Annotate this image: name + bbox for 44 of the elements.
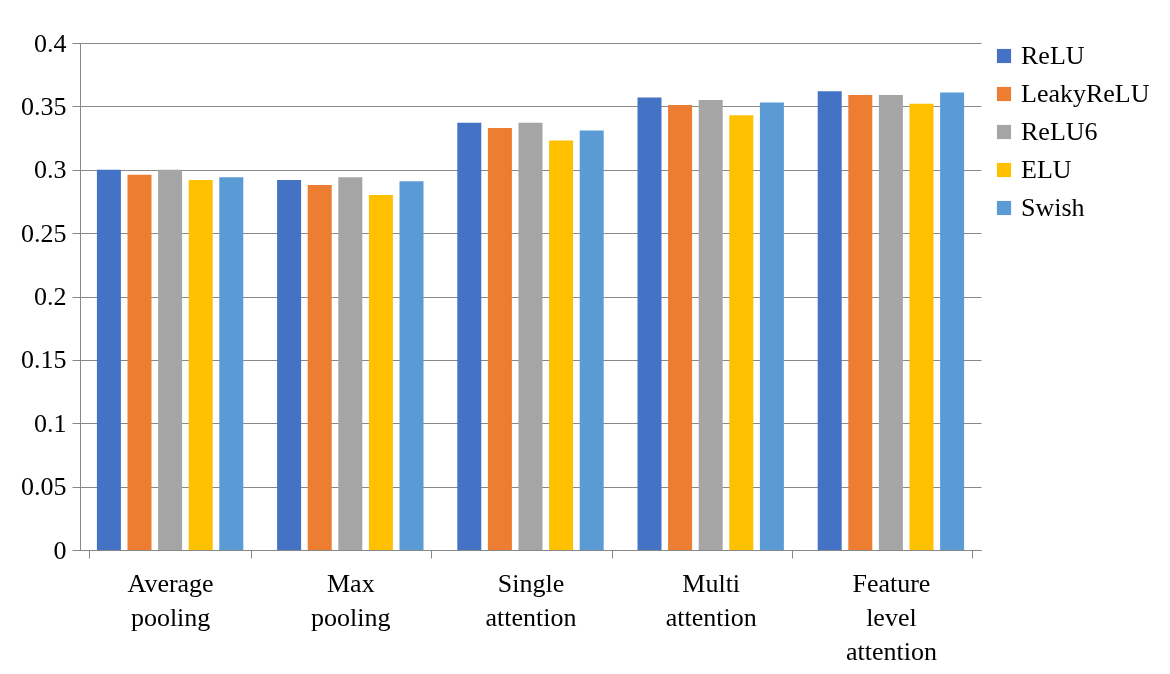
bar xyxy=(487,127,512,550)
y-tick-label: 0.1 xyxy=(34,408,67,438)
y-tick-label: 0.15 xyxy=(21,345,67,375)
bar xyxy=(759,102,784,550)
y-tick-label: 0 xyxy=(53,535,67,565)
bar xyxy=(188,179,213,550)
bar xyxy=(579,130,604,550)
x-tick-label: Multi attention xyxy=(665,568,757,632)
legend-label: ReLU6 xyxy=(1021,117,1098,146)
legend-label: ReLU xyxy=(1021,41,1085,70)
bar xyxy=(698,100,723,550)
bar xyxy=(848,94,873,550)
bar xyxy=(399,181,424,550)
bar xyxy=(338,177,363,550)
bar xyxy=(637,97,662,550)
bar xyxy=(909,103,934,550)
bar xyxy=(277,179,302,550)
bar xyxy=(127,174,152,550)
legend-label: Swish xyxy=(1021,193,1085,222)
bar xyxy=(878,94,903,550)
y-tick-label: 0.25 xyxy=(21,218,67,248)
bar xyxy=(96,169,121,550)
bar xyxy=(368,195,393,550)
y-tick-label: 0.4 xyxy=(34,28,67,58)
legend-label: ELU xyxy=(1021,155,1072,184)
y-tick-label: 0.3 xyxy=(34,155,67,185)
bar xyxy=(457,122,482,550)
x-tick-label: Max pooling xyxy=(311,568,391,632)
x-tick-label: Average pooling xyxy=(127,568,214,632)
legend-label: LeakyReLU xyxy=(1021,79,1150,108)
bar xyxy=(307,184,332,550)
bar xyxy=(817,91,842,550)
bar xyxy=(518,122,543,550)
y-tick-label: 0.2 xyxy=(34,282,67,311)
bar xyxy=(158,169,183,550)
y-tick-label: 0.35 xyxy=(21,91,67,121)
y-tick-label: 0.05 xyxy=(21,472,67,502)
bar xyxy=(729,115,754,550)
bar xyxy=(940,92,965,550)
bar xyxy=(668,105,693,550)
bar xyxy=(549,140,574,550)
x-tick-label: Feature level attention xyxy=(845,568,937,666)
bar xyxy=(219,177,244,550)
x-tick-label: Single attention xyxy=(485,568,577,632)
